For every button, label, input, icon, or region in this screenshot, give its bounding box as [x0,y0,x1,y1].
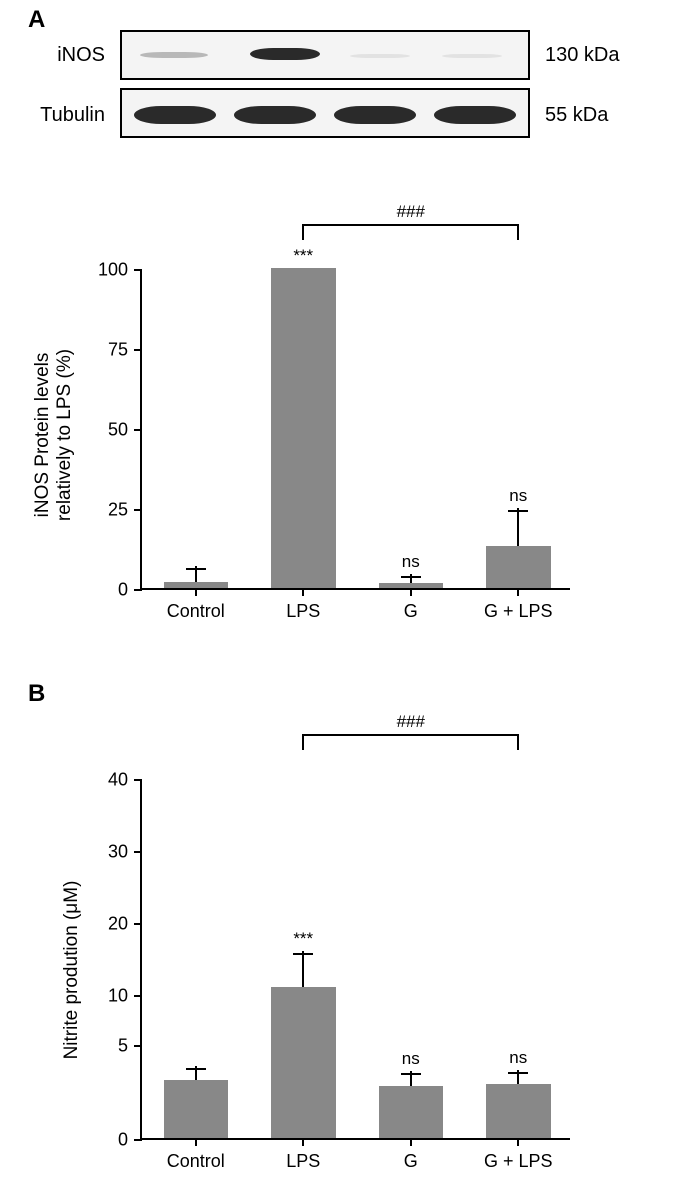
chart-b-errorcap [508,1072,528,1074]
chart-a-ytick [134,349,142,351]
chart-a-xtick [195,588,197,596]
chart-a-xticklabel: Control [167,601,225,622]
chart-b-xtick [195,1138,197,1146]
blot-row-label-tubulin: Tubulin [0,104,105,127]
chart-a-ytick [134,269,142,271]
panel-b-label: B [28,680,45,708]
chart-b-bracket-label: ### [397,712,425,732]
chart-b-errorcap [401,1073,421,1075]
chart-a-ytick [134,589,142,591]
chart-b-ytick [134,851,142,853]
chart-a-bracket-tick [302,224,304,240]
chart-a-errorcap [186,568,206,570]
chart-a-yticklabel: 50 [108,420,128,441]
chart-a-yticklabel: 0 [118,580,128,601]
chart-b-errorcap [293,953,313,955]
blot-box-tubulin [120,88,530,138]
chart-b-yticklabel: 10 [108,986,128,1007]
chart-b-xticklabel: G [404,1151,418,1172]
chart-b-ytick [134,779,142,781]
chart-b-errorcap [186,1068,206,1070]
chart-b-xtick [517,1138,519,1146]
chart-a-annotation: ns [509,486,527,506]
chart-b-annotation: ns [402,1049,420,1069]
chart-b-yticklabel: 30 [108,842,128,863]
chart-a-xtick [410,588,412,596]
chart-b-xticklabel: G + LPS [484,1151,553,1172]
chart-b-yticklabel: 40 [108,770,128,791]
chart-b-xticklabel: LPS [286,1151,320,1172]
blot-mw-inos: 130 kDa [545,44,620,67]
chart-b-errorbar [302,951,304,987]
chart-b-bracket-tick [302,734,304,750]
chart-a-xtick [517,588,519,596]
chart-b-xtick [302,1138,304,1146]
chart-b-ytick [134,923,142,925]
chart-a-errorcap [401,576,421,578]
chart-a-bracket-tick [517,224,519,240]
chart-a-bar [486,546,551,588]
chart-a-xtick [302,588,304,596]
chart-a-ylabel: iNOS Protein levels relatively to LPS (%… [32,349,76,521]
chart-b-yticklabel: 20 [108,914,128,935]
chart-a-errorbar [517,508,519,546]
chart-b-bar [271,987,336,1138]
chart-b-ylabel: Nitrite prodution (μM) [61,881,83,1060]
blot-row-label-inos: iNOS [0,44,105,67]
chart-a-xticklabel: G [404,601,418,622]
chart-b-yticklabel: 0 [118,1130,128,1151]
chart-a-yticklabel: 75 [108,340,128,361]
chart-b: Nitrite prodution (μM) 0510203040Control… [0,710,685,1180]
chart-a-xticklabel: LPS [286,601,320,622]
chart-a-bracket [303,224,518,226]
chart-b-xtick [410,1138,412,1146]
western-blot-region: iNOS 130 kDa Tubulin 55 kDa [0,30,685,160]
chart-b-annotation: ns [509,1048,527,1068]
chart-a-bracket-label: ### [397,202,425,222]
chart-b-ytick [134,1045,142,1047]
chart-a-annotation: *** [293,246,313,266]
chart-a-ytick [134,509,142,511]
chart-a-annotation: ns [402,552,420,572]
chart-b-bracket [303,734,518,736]
chart-b-yticklabel: 5 [118,1036,128,1057]
chart-b-ytick [134,1139,142,1141]
chart-a-errorcap [508,510,528,512]
chart-b-bracket-tick [517,734,519,750]
chart-a-xticklabel: G + LPS [484,601,553,622]
chart-a-ytick [134,429,142,431]
blot-mw-tubulin: 55 kDa [545,104,608,127]
chart-b-xticklabel: Control [167,1151,225,1172]
chart-b-plot-area: 0510203040ControlLPS***GnsG + LPSns### [140,780,570,1140]
chart-a-bar [271,268,336,588]
chart-b-annotation: *** [293,929,313,949]
chart-b-bar [164,1080,229,1138]
blot-box-inos [120,30,530,80]
chart-a-yticklabel: 100 [98,260,128,281]
chart-b-bar [486,1084,551,1138]
chart-b-ytick [134,995,142,997]
chart-a-yticklabel: 25 [108,500,128,521]
chart-a-plot-area: 0255075100ControlLPS***GnsG + LPSns### [140,270,570,590]
chart-a: iNOS Protein levels relatively to LPS (%… [0,200,685,630]
chart-b-bar [379,1086,444,1138]
